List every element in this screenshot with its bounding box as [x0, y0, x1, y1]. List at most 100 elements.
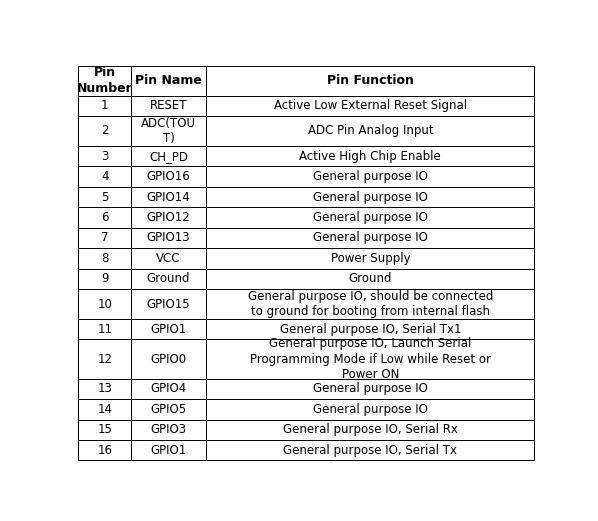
Bar — [206, 146, 535, 166]
Text: General purpose IO, Launch Serial
Programming Mode if Low while Reset or
Power O: General purpose IO, Launch Serial Progra… — [250, 337, 491, 381]
Bar — [206, 319, 535, 339]
Text: 15: 15 — [97, 423, 112, 436]
Text: 2: 2 — [101, 125, 108, 138]
Text: 6: 6 — [101, 211, 108, 224]
Text: General purpose IO: General purpose IO — [313, 403, 428, 416]
Text: Active Low External Reset Signal: Active Low External Reset Signal — [274, 100, 467, 113]
Text: 11: 11 — [97, 322, 112, 336]
Text: ADC Pin Analog Input: ADC Pin Analog Input — [307, 125, 433, 138]
Bar — [131, 289, 206, 319]
Text: Power Supply: Power Supply — [331, 252, 410, 265]
Bar — [78, 146, 131, 166]
Text: GPIO1: GPIO1 — [151, 444, 187, 457]
Text: 3: 3 — [101, 150, 108, 163]
Bar — [131, 166, 206, 187]
Bar — [206, 116, 535, 146]
Bar — [206, 419, 535, 440]
Text: 13: 13 — [97, 382, 112, 395]
Text: Pin Name: Pin Name — [135, 74, 202, 87]
Bar — [78, 228, 131, 248]
Bar — [78, 207, 131, 228]
Bar — [78, 339, 131, 379]
Text: Pin
Number: Pin Number — [77, 66, 133, 95]
Text: VCC: VCC — [156, 252, 181, 265]
Text: GPIO12: GPIO12 — [147, 211, 190, 224]
Text: General purpose IO: General purpose IO — [313, 231, 428, 244]
Text: GPIO13: GPIO13 — [147, 231, 190, 244]
Text: GPIO5: GPIO5 — [151, 403, 187, 416]
Text: General purpose IO: General purpose IO — [313, 382, 428, 395]
Text: 7: 7 — [101, 231, 108, 244]
Bar — [78, 319, 131, 339]
Bar — [78, 187, 131, 207]
Text: General purpose IO: General purpose IO — [313, 170, 428, 183]
Text: GPIO0: GPIO0 — [151, 353, 187, 366]
Bar — [206, 379, 535, 399]
Text: Ground: Ground — [147, 272, 190, 286]
Bar — [78, 399, 131, 419]
Bar — [206, 95, 535, 116]
Text: GPIO4: GPIO4 — [151, 382, 187, 395]
Text: 1: 1 — [101, 100, 108, 113]
Bar — [131, 116, 206, 146]
Text: General purpose IO, Serial Tx: General purpose IO, Serial Tx — [283, 444, 457, 457]
Text: CH_PD: CH_PD — [149, 150, 188, 163]
Bar — [78, 289, 131, 319]
Text: GPIO14: GPIO14 — [147, 191, 190, 204]
Bar — [206, 166, 535, 187]
Text: General purpose IO, should be connected
to ground for booting from internal flas: General purpose IO, should be connected … — [248, 290, 493, 318]
Bar — [78, 440, 131, 461]
Text: 12: 12 — [97, 353, 112, 366]
Bar — [131, 95, 206, 116]
Text: GPIO15: GPIO15 — [147, 297, 190, 311]
Bar — [78, 419, 131, 440]
Bar — [206, 66, 535, 95]
Bar — [206, 269, 535, 289]
Bar — [206, 228, 535, 248]
Bar — [206, 440, 535, 461]
Text: GPIO16: GPIO16 — [147, 170, 190, 183]
Bar — [131, 339, 206, 379]
Text: 10: 10 — [97, 297, 112, 311]
Bar — [131, 248, 206, 269]
Bar — [131, 146, 206, 166]
Text: ADC(TOU
T): ADC(TOU T) — [141, 117, 196, 145]
Bar — [206, 289, 535, 319]
Text: General purpose IO, Serial Tx1: General purpose IO, Serial Tx1 — [280, 322, 461, 336]
Bar — [206, 339, 535, 379]
Bar — [131, 440, 206, 461]
Bar — [78, 269, 131, 289]
Bar — [206, 399, 535, 419]
Bar — [206, 248, 535, 269]
Bar — [78, 95, 131, 116]
Bar — [78, 379, 131, 399]
Text: 5: 5 — [101, 191, 108, 204]
Bar — [78, 248, 131, 269]
Bar — [206, 187, 535, 207]
Text: Ground: Ground — [349, 272, 392, 286]
Text: General purpose IO: General purpose IO — [313, 191, 428, 204]
Bar — [78, 66, 131, 95]
Bar — [131, 419, 206, 440]
Bar — [78, 116, 131, 146]
Text: RESET: RESET — [150, 100, 187, 113]
Bar — [131, 187, 206, 207]
Bar — [131, 228, 206, 248]
Bar — [131, 379, 206, 399]
Text: GPIO1: GPIO1 — [151, 322, 187, 336]
Text: 16: 16 — [97, 444, 112, 457]
Text: Active High Chip Enable: Active High Chip Enable — [300, 150, 441, 163]
Bar — [131, 399, 206, 419]
Text: 8: 8 — [101, 252, 108, 265]
Text: General purpose IO: General purpose IO — [313, 211, 428, 224]
Text: General purpose IO, Serial Rx: General purpose IO, Serial Rx — [283, 423, 457, 436]
Text: 14: 14 — [97, 403, 112, 416]
Text: GPIO3: GPIO3 — [151, 423, 187, 436]
Bar — [131, 207, 206, 228]
Text: 9: 9 — [101, 272, 108, 286]
Bar — [131, 319, 206, 339]
Text: Pin Function: Pin Function — [327, 74, 414, 87]
Bar — [206, 207, 535, 228]
Bar — [131, 66, 206, 95]
Bar — [131, 269, 206, 289]
